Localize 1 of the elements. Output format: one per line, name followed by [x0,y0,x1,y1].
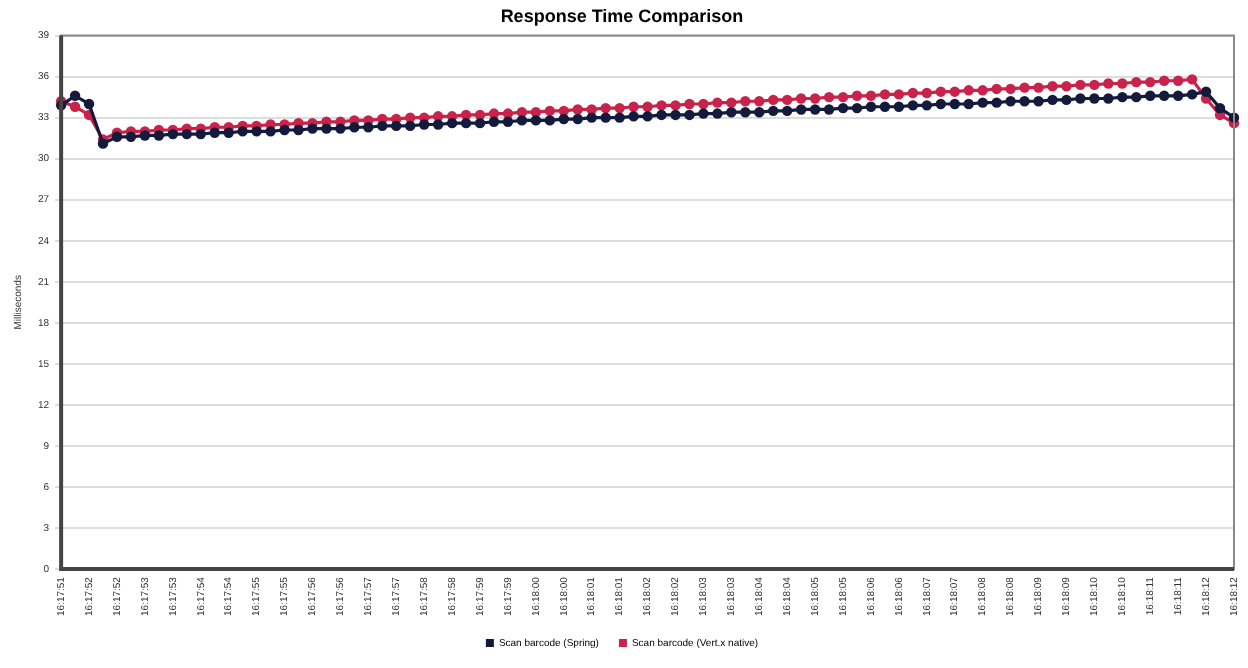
chart-title: Response Time Comparison [500,5,744,26]
